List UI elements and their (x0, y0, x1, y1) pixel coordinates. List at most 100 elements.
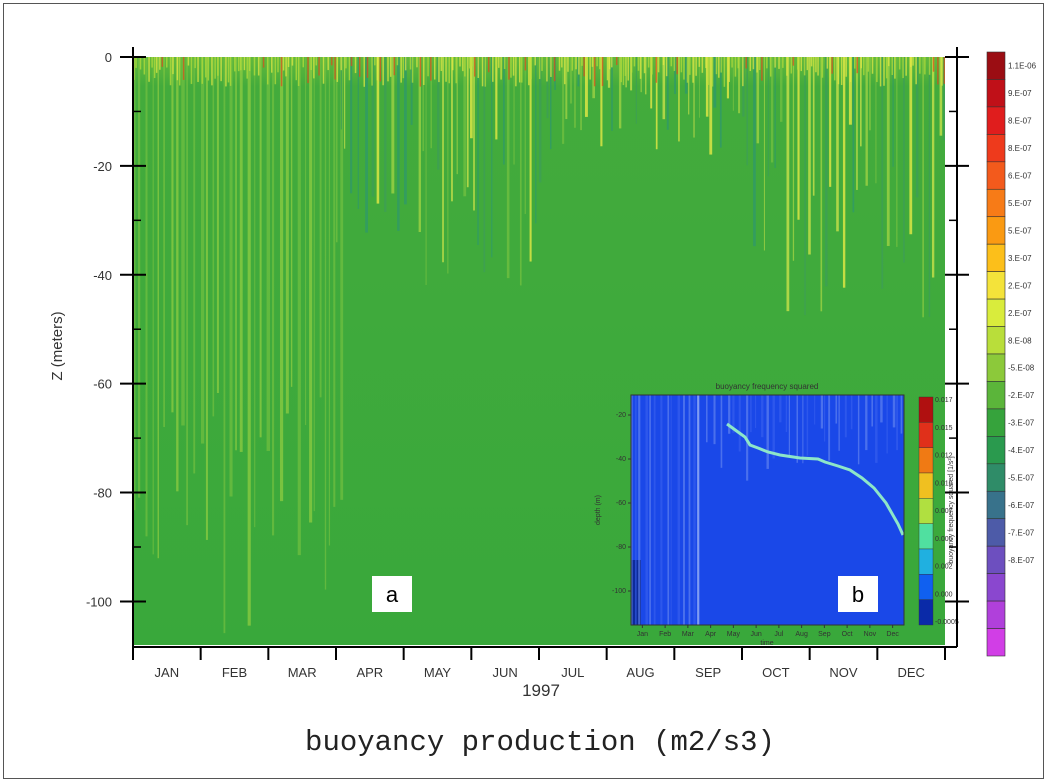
inset-stripe (670, 395, 672, 625)
inset-colorbar-swatch (918, 422, 934, 448)
stripe (430, 57, 432, 149)
colorbar-tick-label: 5.E-07 (1008, 226, 1032, 235)
inset-stripe (638, 395, 641, 625)
surface-stripe (800, 57, 803, 72)
surface-stripe (282, 57, 285, 71)
surface-stripe (915, 57, 917, 85)
colorbar-swatch (986, 271, 1006, 300)
surface-stripe (698, 57, 701, 67)
surface-stripe (358, 57, 361, 77)
surface-stripe (680, 57, 683, 73)
surface-stripe (409, 57, 412, 70)
surface-stripe (627, 57, 629, 81)
surface-stripe (227, 57, 230, 83)
surface-stripe (280, 57, 283, 87)
surface-stripe (769, 57, 772, 77)
surface-stripe (374, 57, 376, 66)
surface-stripe (336, 57, 339, 82)
inset-stripe (802, 395, 804, 464)
surface-stripe (871, 57, 874, 74)
inset-x-tick-label: Feb (659, 631, 671, 638)
surface-stripe (673, 57, 676, 71)
inset-stripe (761, 395, 764, 438)
colorbar-tick-label: 9.E-07 (1008, 89, 1032, 98)
surface-stripe (611, 57, 613, 68)
stripe (808, 57, 811, 255)
stripe (693, 57, 695, 138)
inset-colorbar-tick-label: 0.017 (935, 397, 953, 404)
surface-stripe (583, 57, 585, 77)
stripe (763, 57, 765, 251)
surface-stripe (806, 57, 809, 71)
inset-stripe (697, 395, 699, 625)
colorbar-swatch (986, 573, 1006, 602)
colorbar-swatch (986, 243, 1006, 272)
stripe (943, 57, 945, 141)
colorbar-swatch (986, 490, 1006, 520)
colorbar-swatch (986, 545, 1006, 574)
surface-stripe (803, 57, 806, 76)
inset-stripe (755, 395, 757, 428)
colorbar-tick-label: 3.E-07 (1008, 254, 1032, 263)
surface-stripe (737, 57, 739, 69)
inset-stripe (814, 395, 816, 425)
surface-stripe (487, 57, 490, 73)
stripe (630, 57, 633, 91)
surface-stripe (495, 57, 497, 68)
colorbar-tick-label: 8.E-07 (1008, 117, 1032, 126)
stripe (580, 57, 582, 131)
surface-stripe (810, 57, 813, 67)
surface-stripe (459, 57, 461, 67)
panel-label-b: b (852, 582, 864, 607)
inset-colorbar-swatch (918, 574, 934, 600)
stripe (254, 57, 256, 528)
colorbar-tick-label: 8.E-08 (1008, 336, 1032, 345)
surface-stripe (561, 57, 563, 68)
surface-stripe (366, 57, 369, 78)
surface-stripe (345, 57, 347, 69)
inset-heatmap-b: buoyancy frequency squared depth (m) tim… (595, 382, 959, 647)
surface-stripe (291, 57, 294, 66)
surface-stripe (295, 57, 298, 81)
colorbar-tick-label: 2.E-07 (1008, 281, 1032, 290)
stripe (635, 57, 637, 124)
stripe (205, 57, 208, 540)
surface-stripe (910, 57, 912, 68)
inset-x-tick-label: Mar (682, 631, 695, 638)
inset-plot-border (630, 394, 905, 626)
surface-stripe (715, 57, 718, 75)
inset-stripe (720, 395, 723, 468)
colorbar-swatch (986, 600, 1006, 629)
surface-stripe (166, 57, 168, 68)
inset-x-tick-label: Jan (637, 631, 648, 638)
surface-stripe (860, 57, 862, 69)
surface-stripe (363, 57, 365, 87)
inset-stripe (796, 395, 799, 463)
surface-stripe (651, 57, 653, 75)
x-ticks: JAN FEB MAR APR MAY JUN JUL AUG SEP OCT NOV DEC (132, 647, 946, 680)
surface-stripe (169, 57, 172, 86)
stripe (305, 57, 307, 426)
stripe (336, 57, 338, 243)
inset-y-tick-label: -80 (616, 544, 626, 551)
surface-stripe (792, 57, 795, 66)
stripe (186, 57, 189, 526)
surface-stripe (297, 57, 300, 86)
stripe (290, 57, 293, 387)
stripe (137, 57, 141, 498)
surface-stripe (563, 57, 566, 85)
inset-stripe (785, 395, 788, 433)
stripe (216, 57, 219, 394)
surface-stripe (510, 57, 512, 78)
surface-stripe (500, 57, 502, 80)
surface-stripe (637, 57, 640, 71)
stripe (546, 57, 549, 119)
stripe (437, 57, 440, 170)
stripe (384, 57, 387, 212)
inset-colorbar-swatch (918, 498, 934, 524)
stripe (483, 57, 486, 273)
surface-stripe (201, 57, 204, 84)
x-tick-label: MAY (424, 665, 452, 680)
surface-stripe (153, 57, 156, 79)
stripe (309, 57, 313, 523)
